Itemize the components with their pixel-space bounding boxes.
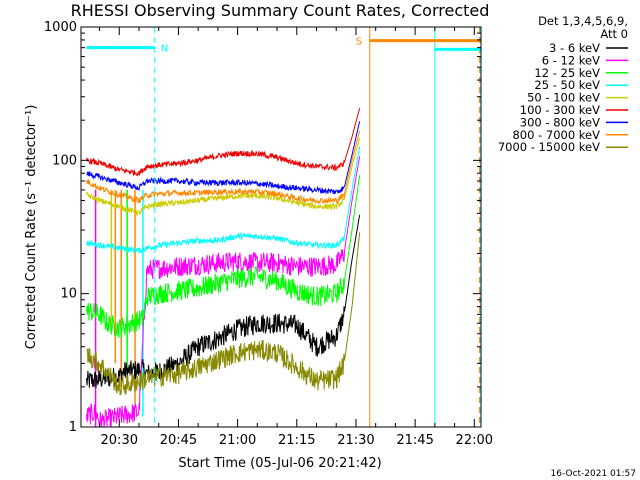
series-line-2 bbox=[86, 174, 361, 339]
series-line-4 bbox=[86, 137, 361, 217]
y-axis-label: Corrected Count Rate (s⁻¹ detector⁻¹) bbox=[24, 105, 39, 350]
series-line-1 bbox=[86, 156, 361, 427]
x-tick-label: 22:00 bbox=[456, 433, 493, 448]
legend-entry-label: 50 - 100 keV bbox=[527, 91, 600, 105]
timestamp: 16-Oct-2021 01:57 bbox=[551, 469, 636, 479]
x-tick-label: 20:30 bbox=[101, 433, 138, 448]
legend-entry-label: 12 - 25 keV bbox=[534, 66, 600, 80]
spike-layer bbox=[94, 189, 144, 427]
x-axis-label: Start Time (05-Jul-06 20:21:42) bbox=[178, 456, 381, 471]
series-line-5 bbox=[86, 108, 361, 177]
y-axis: 1 10 100 1000 bbox=[44, 20, 481, 435]
series-line-3 bbox=[86, 146, 361, 254]
legend-entry-label: 100 - 300 keV bbox=[520, 103, 600, 117]
flag-label-1: S bbox=[356, 37, 362, 48]
y-tick-label: 100 bbox=[52, 153, 77, 168]
y-tick-label: 1 bbox=[69, 420, 77, 435]
series-layer bbox=[86, 108, 361, 427]
series-line-8 bbox=[86, 232, 361, 396]
series-line-7 bbox=[86, 130, 361, 205]
x-tick-label: 21:15 bbox=[278, 433, 315, 448]
chart-title: RHESSI Observing Summary Count Rates, Co… bbox=[71, 1, 490, 20]
flag-bar-layer: NS bbox=[86, 37, 481, 55]
legend-entry-label: 800 - 7000 keV bbox=[512, 128, 600, 142]
y-tick-label: 1000 bbox=[44, 20, 77, 35]
legend-entry-label: 3 - 6 keV bbox=[549, 41, 600, 55]
legend-entry-label: 25 - 50 keV bbox=[534, 78, 600, 92]
x-tick-label: 21:00 bbox=[219, 433, 256, 448]
x-tick-label: 21:30 bbox=[337, 433, 374, 448]
legend-header-line-2: Att 0 bbox=[600, 27, 628, 41]
legend-header-line-1: Det 1,3,4,5,6,9, bbox=[538, 14, 628, 28]
plot-frame bbox=[80, 26, 482, 428]
series-line-6 bbox=[86, 121, 361, 195]
x-tick-label: 20:45 bbox=[160, 433, 197, 448]
flag-label-0: N bbox=[161, 44, 168, 55]
x-tick-label: 21:45 bbox=[396, 433, 433, 448]
legend-entry-label: 6 - 12 keV bbox=[542, 53, 600, 67]
legend-entry-label: 300 - 800 keV bbox=[520, 115, 600, 129]
y-tick-label: 10 bbox=[60, 287, 77, 302]
legend-entry-label: 7000 - 15000 keV bbox=[498, 140, 600, 154]
x-axis: 20:30 20:45 21:00 21:15 21:30 21:45 22:00 bbox=[99, 27, 493, 448]
